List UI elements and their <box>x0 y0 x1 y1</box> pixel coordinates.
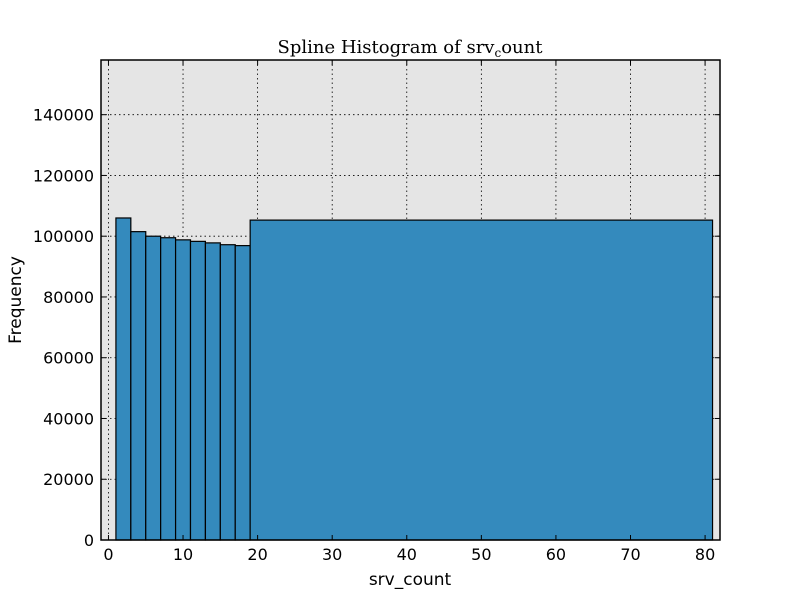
x-tick-label: 20 <box>247 545 267 564</box>
histogram-bar <box>174 239 192 541</box>
x-tick-label: 0 <box>103 545 113 564</box>
plot-frame <box>100 59 721 541</box>
x-tick-label: 70 <box>620 545 640 564</box>
histogram-bar <box>189 240 207 541</box>
y-tick-label: 100000 <box>33 227 94 246</box>
histogram-bar <box>204 242 221 541</box>
y-tick-label: 60000 <box>43 349 94 368</box>
y-tick-label: 20000 <box>43 470 94 489</box>
y-tick-label: 40000 <box>43 409 94 428</box>
chart-title: Spline Histogram of srvcount <box>278 37 544 60</box>
histogram-bar <box>160 237 177 541</box>
axis-ticks: 0 10 20 30 40 50 60 70 80 0 20000 40000 60000 80000 10… <box>33 60 720 564</box>
y-axis-label: Frequency <box>6 256 26 344</box>
x-axis-label: srv_count <box>369 570 452 590</box>
histogram-bar <box>115 217 132 541</box>
bars <box>115 217 714 541</box>
x-tick-label: 10 <box>173 545 193 564</box>
x-tick-label: 30 <box>322 545 342 564</box>
y-tick-label: 120000 <box>33 166 94 185</box>
y-tick-label: 80000 <box>43 288 94 307</box>
histogram-bar <box>234 245 251 541</box>
x-tick-label: 80 <box>695 545 715 564</box>
histogram-bar <box>249 219 714 541</box>
y-tick-label: 0 <box>84 531 94 550</box>
x-tick-label: 60 <box>546 545 566 564</box>
x-tick-label: 50 <box>471 545 491 564</box>
histogram-bar <box>130 231 147 541</box>
y-tick-label: 140000 <box>33 106 94 125</box>
x-tick-label: 40 <box>397 545 417 564</box>
histogram-bar <box>145 235 162 541</box>
histogram-bar <box>219 244 236 541</box>
